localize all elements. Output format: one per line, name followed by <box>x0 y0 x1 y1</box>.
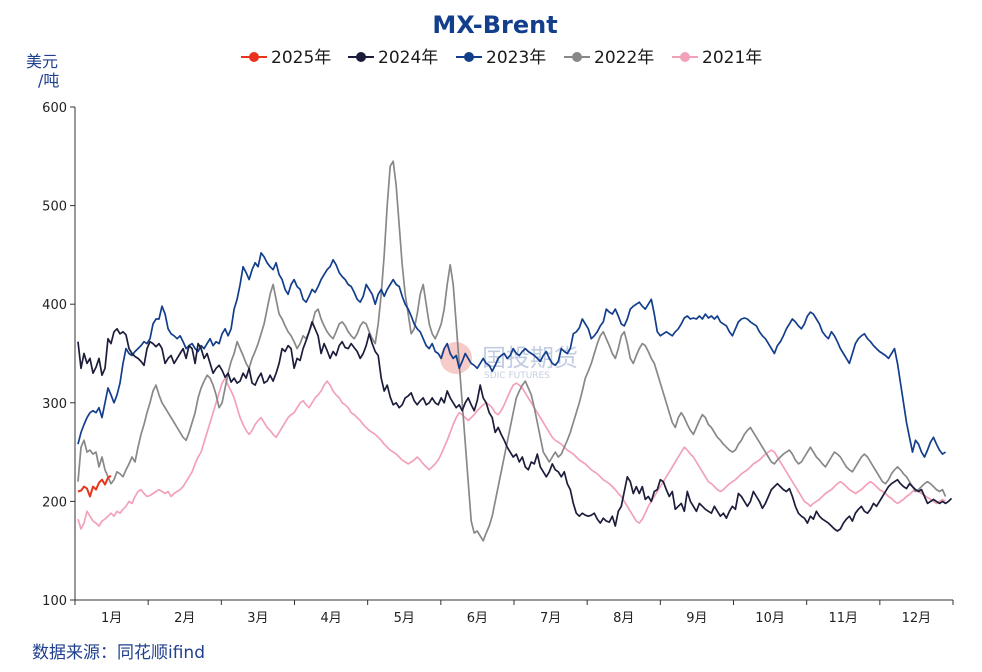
watermark-main: 国投期货 <box>482 344 578 372</box>
y-axis-unit-line1: 美元 <box>26 52 58 71</box>
legend-label: 2023年 <box>486 48 546 68</box>
y-tick-label: 100 <box>42 594 67 609</box>
y-axis-unit-line2: /吨 <box>38 71 59 90</box>
legend-label: 2024年 <box>378 48 438 68</box>
x-tick-label: 3月 <box>247 611 268 626</box>
y-tick-label: 200 <box>42 495 67 510</box>
x-tick-label: 4月 <box>320 611 341 626</box>
series-layer <box>77 160 953 542</box>
series-line-2023年 <box>77 252 946 458</box>
y-tick-label: 500 <box>42 200 67 215</box>
legend-swatch-dot <box>464 52 474 62</box>
series-line-2024年 <box>77 321 953 532</box>
legend-swatch-dot <box>356 52 366 62</box>
y-tick-label: 400 <box>42 298 67 313</box>
y-tick-label: 600 <box>42 101 67 116</box>
y-tick-label: 300 <box>42 397 67 412</box>
series-line-2021年 <box>77 377 946 530</box>
legend-label: 2025年 <box>271 48 331 68</box>
x-tick-label: 1月 <box>101 611 122 626</box>
x-tick-label: 12月 <box>902 611 932 626</box>
x-tick-label: 7月 <box>540 611 561 626</box>
x-tick-label: 5月 <box>394 611 415 626</box>
x-tick-label: 9月 <box>686 611 707 626</box>
data-source-note: 数据来源：同花顺ifind <box>32 643 205 663</box>
chart-legend: 2025年 2024年 2023年 2022年 2021年 <box>241 48 762 68</box>
x-tick-label: 2月 <box>174 611 195 626</box>
x-tick-label: 11月 <box>828 611 858 626</box>
legend-swatch-dot <box>572 52 582 62</box>
chart-title: MX-Brent <box>432 11 557 39</box>
legend-swatch-dot <box>249 52 259 62</box>
x-tick-label: 10月 <box>755 611 785 626</box>
legend-label: 2022年 <box>594 48 654 68</box>
series-line-2022年 <box>77 160 947 542</box>
legend-swatch-dot <box>680 52 690 62</box>
x-tick-label: 8月 <box>613 611 634 626</box>
watermark-sub: SDIC FUTURES <box>484 371 550 381</box>
series-line-2025年 <box>77 474 112 498</box>
legend-label: 2021年 <box>702 48 762 68</box>
axes: 100 200 300 400 500 600 1月 2月 3月 4月 5月 6月 7月 8月 9月 10月 1… <box>42 101 954 626</box>
x-tick-label: 6月 <box>467 611 488 626</box>
